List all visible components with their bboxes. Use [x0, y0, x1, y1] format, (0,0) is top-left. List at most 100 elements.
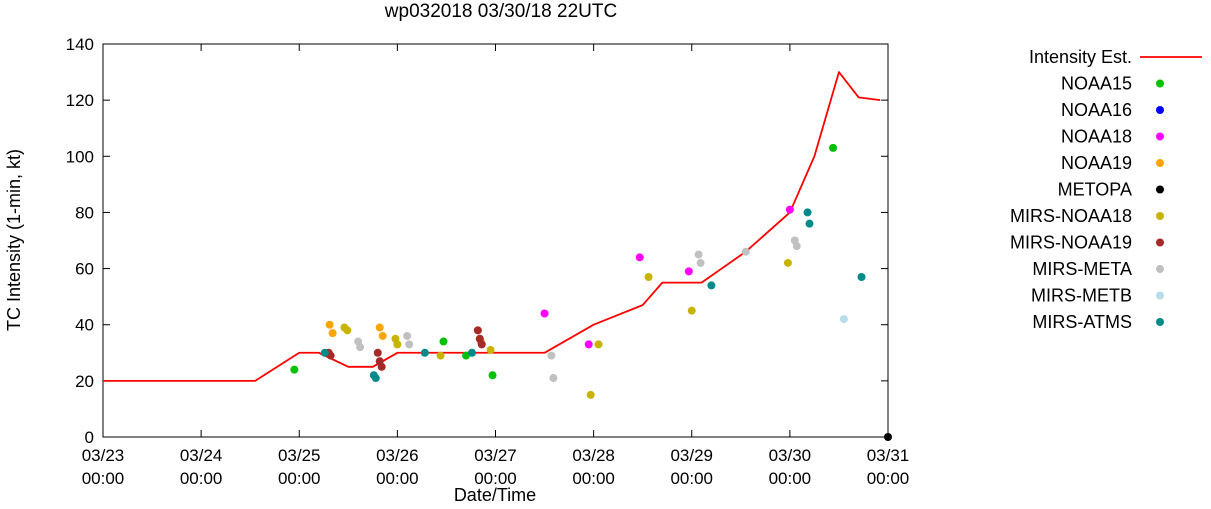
point-noaa15	[488, 371, 497, 380]
point-mirs-noaa18	[436, 351, 445, 360]
x-tick-label-date: 03/25	[278, 446, 321, 465]
y-tick-label: 20	[75, 372, 94, 391]
x-tick-label-time: 00:00	[867, 469, 910, 488]
x-tick-label-date: 03/30	[769, 446, 812, 465]
x-tick-label-date: 03/29	[670, 446, 713, 465]
plot-area: 03/23 00:00 03/24 00:00 03/25 00:00 03/26 00:00…	[66, 35, 910, 488]
x-tick-label-date: 03/23	[82, 446, 125, 465]
legend-label-noaa16: NOAA16	[1061, 100, 1132, 120]
legend-marker-mirs-metb	[1156, 291, 1164, 300]
y-tick-label: 140	[66, 35, 94, 54]
legend-label-mirs-noaa18: MIRS-NOAA18	[1010, 206, 1132, 226]
point-mirs-atms	[857, 272, 866, 281]
point-mirs-atms	[320, 348, 329, 357]
point-noaa19	[325, 320, 334, 329]
point-noaa15	[829, 143, 838, 152]
x-tick-label-date: 03/24	[180, 446, 223, 465]
point-mirs-noaa18	[644, 272, 653, 281]
point-mirs-meta	[403, 331, 412, 340]
point-mirs-noaa19	[477, 340, 486, 349]
y-tick-label: 80	[75, 203, 94, 222]
point-mirs-meta	[405, 340, 414, 349]
point-mirs-meta	[694, 250, 703, 259]
legend-label-noaa19: NOAA19	[1061, 153, 1132, 173]
point-mirs-meta	[356, 343, 365, 352]
point-mirs-meta	[547, 351, 556, 360]
legend-label-mirs-atms: MIRS-ATMS	[1032, 312, 1132, 332]
legend-label-noaa15: NOAA15	[1061, 74, 1132, 94]
point-mirs-noaa18	[586, 390, 595, 399]
legend-marker-noaa16	[1156, 106, 1164, 114]
point-mirs-atms	[803, 208, 812, 217]
point-mirs-atms	[805, 219, 814, 228]
x-tick-label-time: 00:00	[278, 469, 321, 488]
legend-marker-metopa	[1156, 185, 1164, 194]
point-mirs-atms	[467, 348, 476, 357]
point-mirs-atms	[420, 348, 429, 357]
point-noaa15	[439, 337, 448, 346]
x-tick-label-date: 03/31	[867, 446, 910, 465]
point-mirs-meta	[792, 242, 801, 251]
legend-marker-mirs-noaa19	[1156, 238, 1164, 247]
x-tick-label-time: 00:00	[180, 469, 223, 488]
x-tick-label-time: 00:00	[572, 469, 615, 488]
point-noaa19	[328, 329, 337, 338]
legend-label-metopa: METOPA	[1058, 180, 1132, 200]
point-noaa18	[584, 340, 593, 349]
legend-marker-mirs-meta	[1156, 265, 1164, 273]
point-noaa18	[540, 309, 549, 318]
legend-marker-noaa15	[1156, 79, 1164, 88]
point-noaa18	[785, 205, 794, 214]
legend-label-intensity-est: Intensity Est.	[1029, 47, 1132, 67]
point-noaa18	[635, 253, 644, 262]
x-tick-label-time: 00:00	[474, 469, 517, 488]
point-mirs-noaa18	[343, 326, 352, 335]
x-tick-label-time: 00:00	[82, 469, 125, 488]
legend-label-mirs-meta: MIRS-META	[1032, 259, 1132, 279]
point-mirs-noaa18	[687, 306, 696, 315]
legend-marker-mirs-atms	[1156, 318, 1164, 326]
point-noaa15	[290, 365, 299, 374]
x-tick-label-time: 00:00	[769, 469, 812, 488]
x-tick-label-date: 03/28	[572, 446, 615, 465]
point-mirs-atms	[707, 281, 716, 290]
point-noaa19	[375, 323, 384, 332]
y-tick-label: 0	[85, 428, 94, 447]
point-noaa19	[378, 331, 387, 340]
point-mirs-noaa18	[393, 340, 402, 349]
x-tick-label-date: 03/26	[376, 446, 419, 465]
y-tick-label: 100	[66, 147, 94, 166]
x-tick-label-date: 03/27	[474, 446, 517, 465]
point-mirs-noaa19	[377, 362, 386, 371]
legend-marker-noaa19	[1156, 159, 1164, 167]
y-tick-label: 60	[75, 260, 94, 279]
y-axis-label: TC Intensity (1-min, kt)	[4, 149, 24, 331]
point-noaa18	[684, 267, 693, 276]
x-axis-label: Date/Time	[454, 485, 536, 505]
chart-title: wp032018 03/30/18 22UTC	[384, 1, 617, 22]
legend-label-noaa18: NOAA18	[1061, 127, 1132, 147]
x-tick-label-time: 00:00	[376, 469, 419, 488]
point-mirs-noaa19	[473, 326, 482, 335]
point-mirs-metb	[839, 315, 848, 324]
point-mirs-noaa18	[594, 340, 603, 349]
point-metopa	[884, 433, 892, 441]
point-mirs-meta	[741, 247, 750, 256]
legend-label-mirs-noaa19: MIRS-NOAA19	[1010, 233, 1132, 253]
point-mirs-noaa19	[373, 348, 382, 357]
x-tick-label-time: 00:00	[670, 469, 713, 488]
legend: Intensity Est. NOAA15 NOAA16 NOAA18 NOAA19 ME…	[1010, 47, 1202, 332]
legend-marker-noaa18	[1156, 132, 1164, 141]
point-mirs-meta	[549, 374, 558, 383]
y-tick-label: 40	[75, 316, 94, 335]
intensity-line	[103, 71, 881, 382]
legend-label-mirs-metb: MIRS-METB	[1031, 286, 1132, 306]
plot-border	[102, 43, 889, 438]
y-tick-label: 120	[66, 91, 94, 110]
legend-marker-mirs-noaa18	[1156, 212, 1164, 220]
point-mirs-atms	[371, 374, 380, 383]
point-mirs-noaa18	[486, 345, 495, 354]
point-mirs-noaa18	[783, 258, 792, 267]
